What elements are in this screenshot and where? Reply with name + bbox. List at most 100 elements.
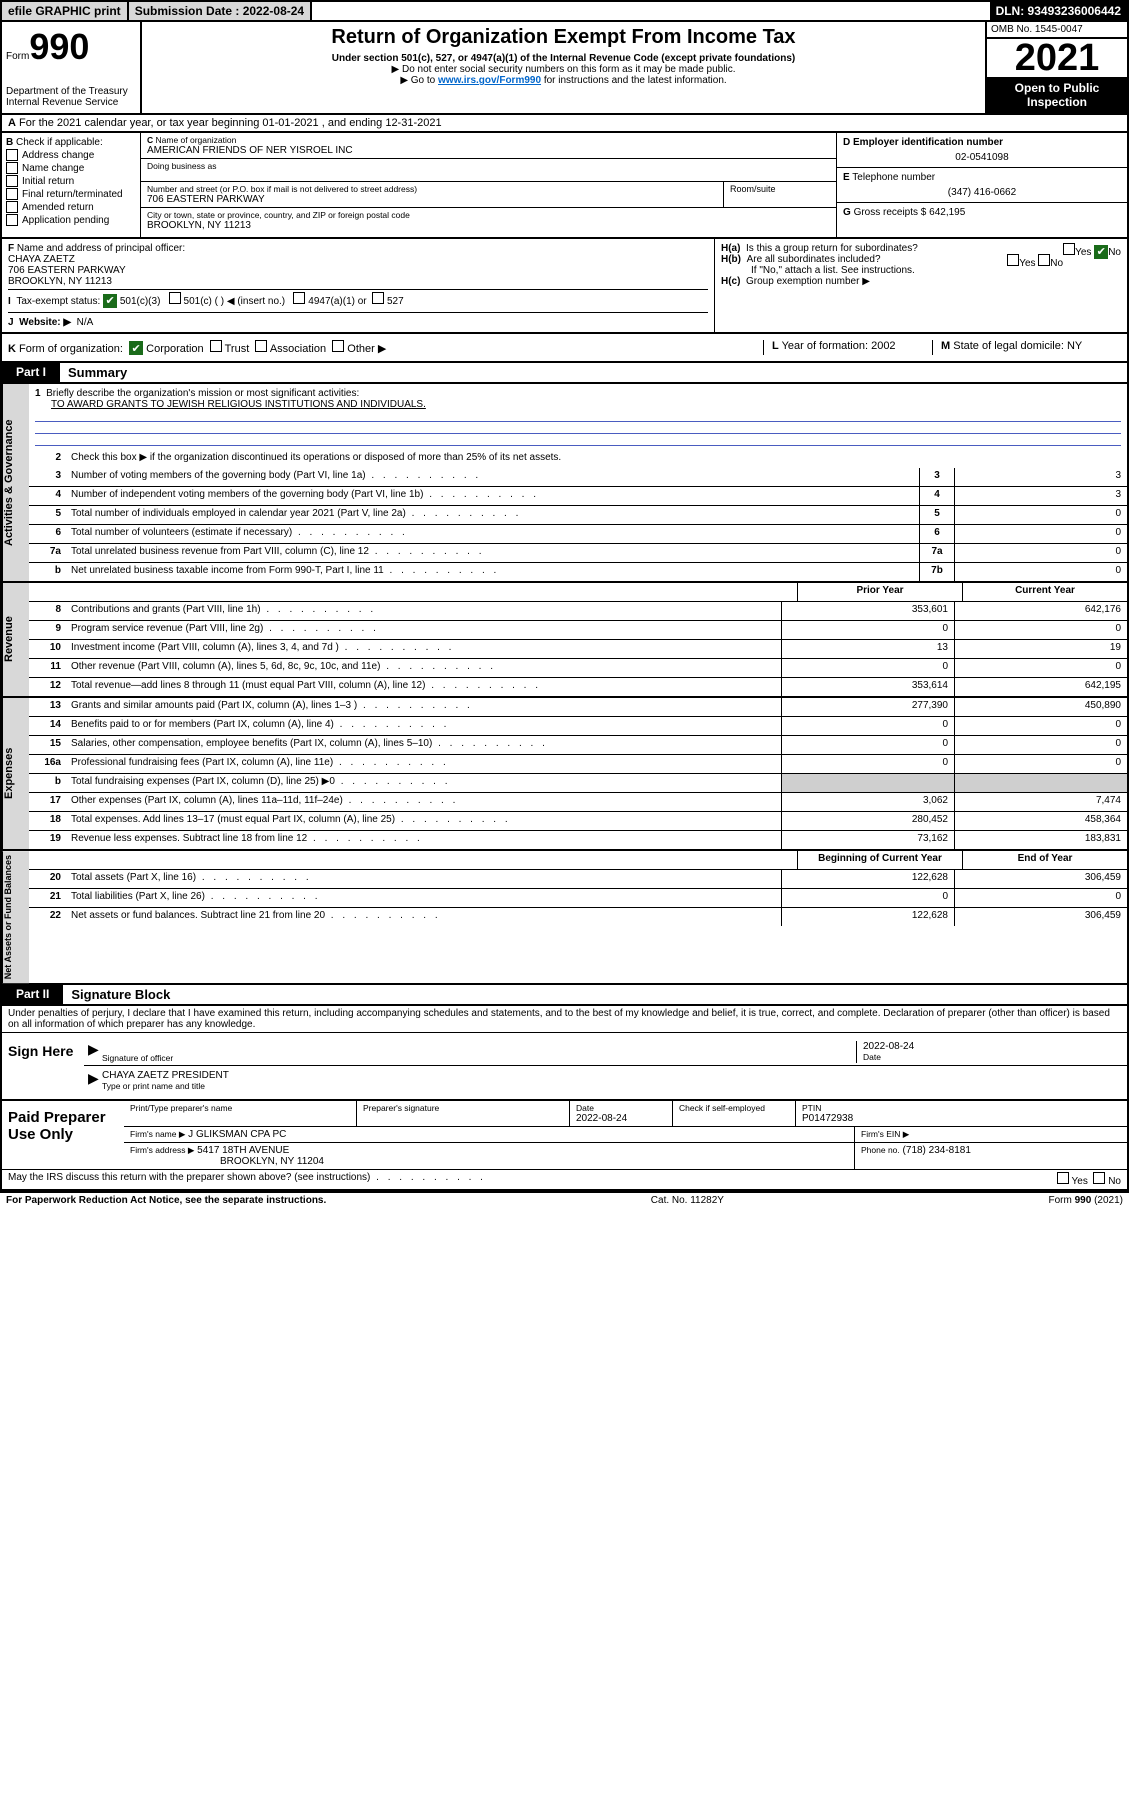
other-label: Other ▶ <box>347 343 386 355</box>
firm-addr1-value: 5417 18TH AVENUE <box>197 1145 289 1156</box>
checkbox-amended[interactable] <box>6 201 18 213</box>
no-label-2: No <box>1050 258 1063 269</box>
footer-left: For Paperwork Reduction Act Notice, see … <box>6 1195 326 1206</box>
discuss-label: May the IRS discuss this return with the… <box>8 1172 486 1187</box>
name-change-label: Name change <box>22 163 84 174</box>
year-formation-value: 2002 <box>871 340 895 352</box>
website-label: Website: ▶ <box>19 317 71 328</box>
top-bar: efile GRAPHIC print Submission Date : 20… <box>0 0 1129 22</box>
ha-yes[interactable] <box>1063 243 1075 255</box>
part1-title: Summary <box>60 363 135 382</box>
check-applicable-label: Check if applicable: <box>16 137 103 148</box>
checkbox-assoc[interactable] <box>255 340 267 352</box>
tax-year: 2021 <box>987 39 1127 77</box>
discuss-no[interactable] <box>1093 1172 1105 1184</box>
checkbox-trust[interactable] <box>210 340 222 352</box>
discuss-no-label: No <box>1108 1176 1121 1187</box>
form990-link[interactable]: www.irs.gov/Form990 <box>438 75 541 86</box>
checkbox-4947[interactable] <box>293 292 305 304</box>
city-label: City or town, state or province, country… <box>147 210 830 220</box>
footer-right: Form 990 (2021) <box>1049 1195 1123 1206</box>
checkbox-pending[interactable] <box>6 214 18 226</box>
part2-title: Signature Block <box>63 985 178 1004</box>
phone-label: Telephone number <box>852 172 935 183</box>
firm-name-label: Firm's name ▶ <box>130 1129 185 1139</box>
checkbox-527[interactable] <box>372 292 384 304</box>
checkbox-501c3[interactable] <box>103 294 117 308</box>
goto-prefix: Go to <box>411 75 438 86</box>
checkbox-initial-return[interactable] <box>6 175 18 187</box>
website-value: N/A <box>77 317 94 328</box>
paid-preparer-label: Paid Preparer Use Only <box>2 1101 124 1169</box>
domicile-value: NY <box>1067 340 1082 352</box>
trust-label: Trust <box>225 343 250 355</box>
sig-name-label: Type or print name and title <box>102 1081 1123 1091</box>
year-formation-label: Year of formation: <box>782 340 868 352</box>
col-beg: Beginning of Current Year <box>797 851 962 869</box>
initial-return-label: Initial return <box>22 176 74 187</box>
gross-label: Gross receipts $ <box>854 207 927 218</box>
officer-addr1: 706 EASTERN PARKWAY <box>8 265 708 276</box>
sig-date-value: 2022-08-24 <box>863 1041 1123 1052</box>
firm-phone-value: (718) 234-8181 <box>903 1145 971 1156</box>
dba-label: Doing business as <box>147 161 830 171</box>
yes-label-2: Yes <box>1019 258 1035 269</box>
section-bcdeg: B Check if applicable: Address change Na… <box>0 133 1129 239</box>
ein-value: 02-0541098 <box>843 152 1121 163</box>
assoc-label: Association <box>270 343 326 355</box>
hb-yes[interactable] <box>1007 254 1019 266</box>
hb-no[interactable] <box>1038 254 1050 266</box>
firm-name-value: J GLIKSMAN CPA PC <box>188 1129 286 1140</box>
hc-label: Group exemption number ▶ <box>746 276 870 287</box>
col-curr: Current Year <box>962 583 1127 601</box>
part1-header: Part I <box>2 363 60 382</box>
no-label: No <box>1108 247 1121 258</box>
yes-label: Yes <box>1075 247 1091 258</box>
tax-status-label: Tax-exempt status: <box>16 296 100 307</box>
ein-label: Employer identification number <box>853 137 1003 148</box>
side-governance: Activities & Governance <box>2 384 29 581</box>
amended-label: Amended return <box>22 202 94 213</box>
city-value: BROOKLYN, NY 11213 <box>147 220 830 231</box>
firm-ein-label: Firm's EIN ▶ <box>861 1129 909 1139</box>
checkbox-name-change[interactable] <box>6 162 18 174</box>
street-label: Number and street (or P.O. box if mail i… <box>147 184 717 194</box>
prep-date-label: Date <box>576 1103 666 1113</box>
checkbox-address-change[interactable] <box>6 149 18 161</box>
ha-no[interactable] <box>1094 245 1108 259</box>
prep-date-value: 2022-08-24 <box>576 1113 666 1124</box>
prep-check-label: Check if self-employed <box>679 1103 789 1113</box>
dept-label: Department of the Treasury <box>6 86 136 97</box>
efile-button[interactable]: efile GRAPHIC print <box>2 2 129 20</box>
checkbox-corp[interactable] <box>129 341 143 355</box>
checkbox-other[interactable] <box>332 340 344 352</box>
ptin-label: PTIN <box>802 1103 1121 1113</box>
prep-name-label: Print/Type preparer's name <box>130 1103 350 1113</box>
phone-value: (347) 416-0662 <box>843 187 1121 198</box>
discuss-yes[interactable] <box>1057 1172 1069 1184</box>
hb-label: Are all subordinates included? <box>747 254 881 265</box>
form-note-ssn: Do not enter social security numbers on … <box>150 64 977 75</box>
part2-header: Part II <box>2 985 63 1004</box>
firm-addr-label: Firm's address ▶ <box>130 1145 194 1155</box>
sig-officer-label: Signature of officer <box>102 1053 856 1063</box>
footer-center: Cat. No. 11282Y <box>651 1195 724 1206</box>
open-inspection-badge: Open to Public Inspection <box>987 77 1127 113</box>
domicile-label: State of legal domicile: <box>953 340 1064 352</box>
form-org-label: Form of organization: <box>19 343 123 355</box>
501c3-label: 501(c)(3) <box>120 296 161 307</box>
4947-label: 4947(a)(1) or <box>308 296 366 307</box>
penalties-text: Under penalties of perjury, I declare th… <box>2 1006 1127 1032</box>
submission-date-button[interactable]: Submission Date : 2022-08-24 <box>129 2 312 20</box>
prep-sig-label: Preparer's signature <box>363 1103 563 1113</box>
form-number: 990 <box>29 26 89 68</box>
checkbox-final-return[interactable] <box>6 188 18 200</box>
sig-arrow-icon: ▶ <box>88 1041 102 1063</box>
goto-suffix: for instructions and the latest informat… <box>544 75 727 86</box>
checkbox-501c[interactable] <box>169 292 181 304</box>
final-return-label: Final return/terminated <box>22 189 123 200</box>
line2-text: Check this box ▶ if the organization dis… <box>67 450 1127 468</box>
street-value: 706 EASTERN PARKWAY <box>147 194 717 205</box>
col-end: End of Year <box>962 851 1127 869</box>
org-name: AMERICAN FRIENDS OF NER YISROEL INC <box>147 145 830 156</box>
